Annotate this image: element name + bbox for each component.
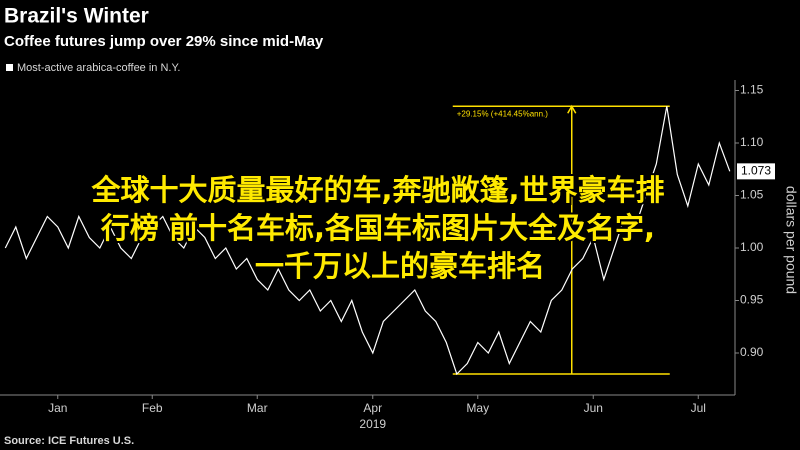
x-tick-label: Feb xyxy=(142,401,163,415)
overlay-caption: 一千万以上的豪车排名 xyxy=(255,249,545,283)
x-tick-label: Jul xyxy=(691,401,706,415)
annotation-arrow xyxy=(567,104,577,114)
overlay-caption: 全球十大质量最好的车,奔驰敞篷,世界豪车排 xyxy=(90,173,664,207)
last-value-label: 1.073 xyxy=(741,164,771,178)
last-value-box xyxy=(737,163,775,180)
y-tick-label: 1.00 xyxy=(740,240,764,254)
chart-subtitle: Coffee futures jump over 29% since mid-M… xyxy=(4,33,324,50)
x-year-label: 2019 xyxy=(359,417,386,431)
x-tick-label: Jan xyxy=(48,401,67,415)
x-tick-label: Jun xyxy=(584,401,603,415)
y-tick-label: 1.10 xyxy=(740,135,764,149)
y-axis-label: dollars per pound xyxy=(783,186,799,294)
chart-title: Brazil's Winter xyxy=(4,5,149,28)
y-tick-label: 0.95 xyxy=(740,293,764,307)
legend-swatch xyxy=(6,64,13,71)
legend-label: Most-active arabica-coffee in N.Y. xyxy=(17,62,180,74)
series-line xyxy=(4,106,731,376)
x-tick-label: Mar xyxy=(247,401,268,415)
y-tick-label: 1.05 xyxy=(740,188,764,202)
x-tick-label: Apr xyxy=(363,401,382,415)
x-tick-label: May xyxy=(466,401,489,415)
y-tick-label: 1.15 xyxy=(740,83,764,97)
overlay-caption: 行榜 前十名车标,各国车标图片大全及名字, xyxy=(100,211,655,245)
annotation-text: +29.15% (+414.45%ann.) xyxy=(457,109,549,118)
y-tick-label: 0.90 xyxy=(740,345,764,359)
source: Source: ICE Futures U.S. xyxy=(4,435,134,447)
